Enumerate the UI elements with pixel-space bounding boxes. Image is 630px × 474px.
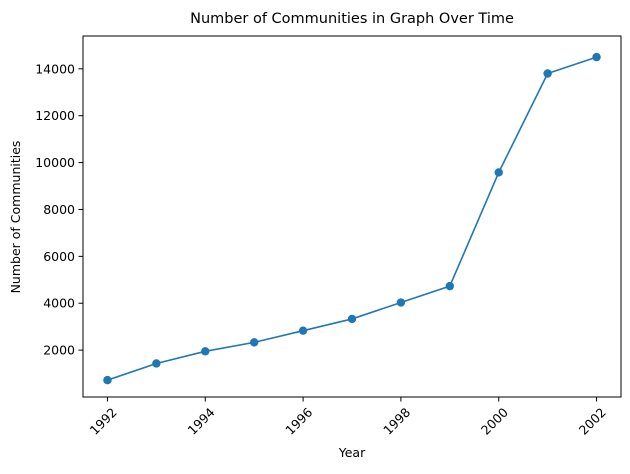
- data-point: [298, 326, 308, 335]
- y-tick-label: 6000: [43, 249, 75, 264]
- data-point: [201, 347, 210, 356]
- y-tick-label: 2000: [43, 343, 75, 358]
- data-point: [494, 168, 503, 177]
- x-tick-label: 2000: [478, 405, 511, 438]
- x-tick-label: 1996: [282, 405, 315, 438]
- y-tick-label: 12000: [35, 108, 75, 123]
- y-tick-label: 4000: [43, 296, 75, 311]
- plot-frame: [82, 35, 622, 398]
- plot-area: 1992 1994 1996 1998 2000 2002 2000 4000 6000 8000…: [35, 35, 622, 438]
- x-axis-label: Year: [338, 445, 366, 460]
- x-tick-label: 1998: [380, 405, 413, 438]
- y-axis-label: Number of Communities: [8, 141, 23, 294]
- y-tick-label: 8000: [43, 202, 75, 217]
- y-tick-label: 14000: [35, 61, 75, 76]
- data-point: [347, 314, 357, 324]
- data-point: [445, 281, 455, 291]
- data-point: [543, 69, 552, 78]
- data-point: [152, 359, 161, 368]
- chart-title: Number of Communities in Graph Over Time: [190, 11, 514, 27]
- data-point: [592, 52, 601, 62]
- y-tick-label: 10000: [35, 155, 75, 170]
- data-point: [249, 338, 259, 347]
- x-tick-label: 1994: [184, 405, 217, 438]
- data-point: [103, 375, 112, 385]
- series-line-0: [107, 56, 597, 381]
- x-tick-label: 1992: [87, 405, 120, 438]
- data-point: [396, 298, 406, 307]
- x-tick-label: 2002: [576, 405, 609, 438]
